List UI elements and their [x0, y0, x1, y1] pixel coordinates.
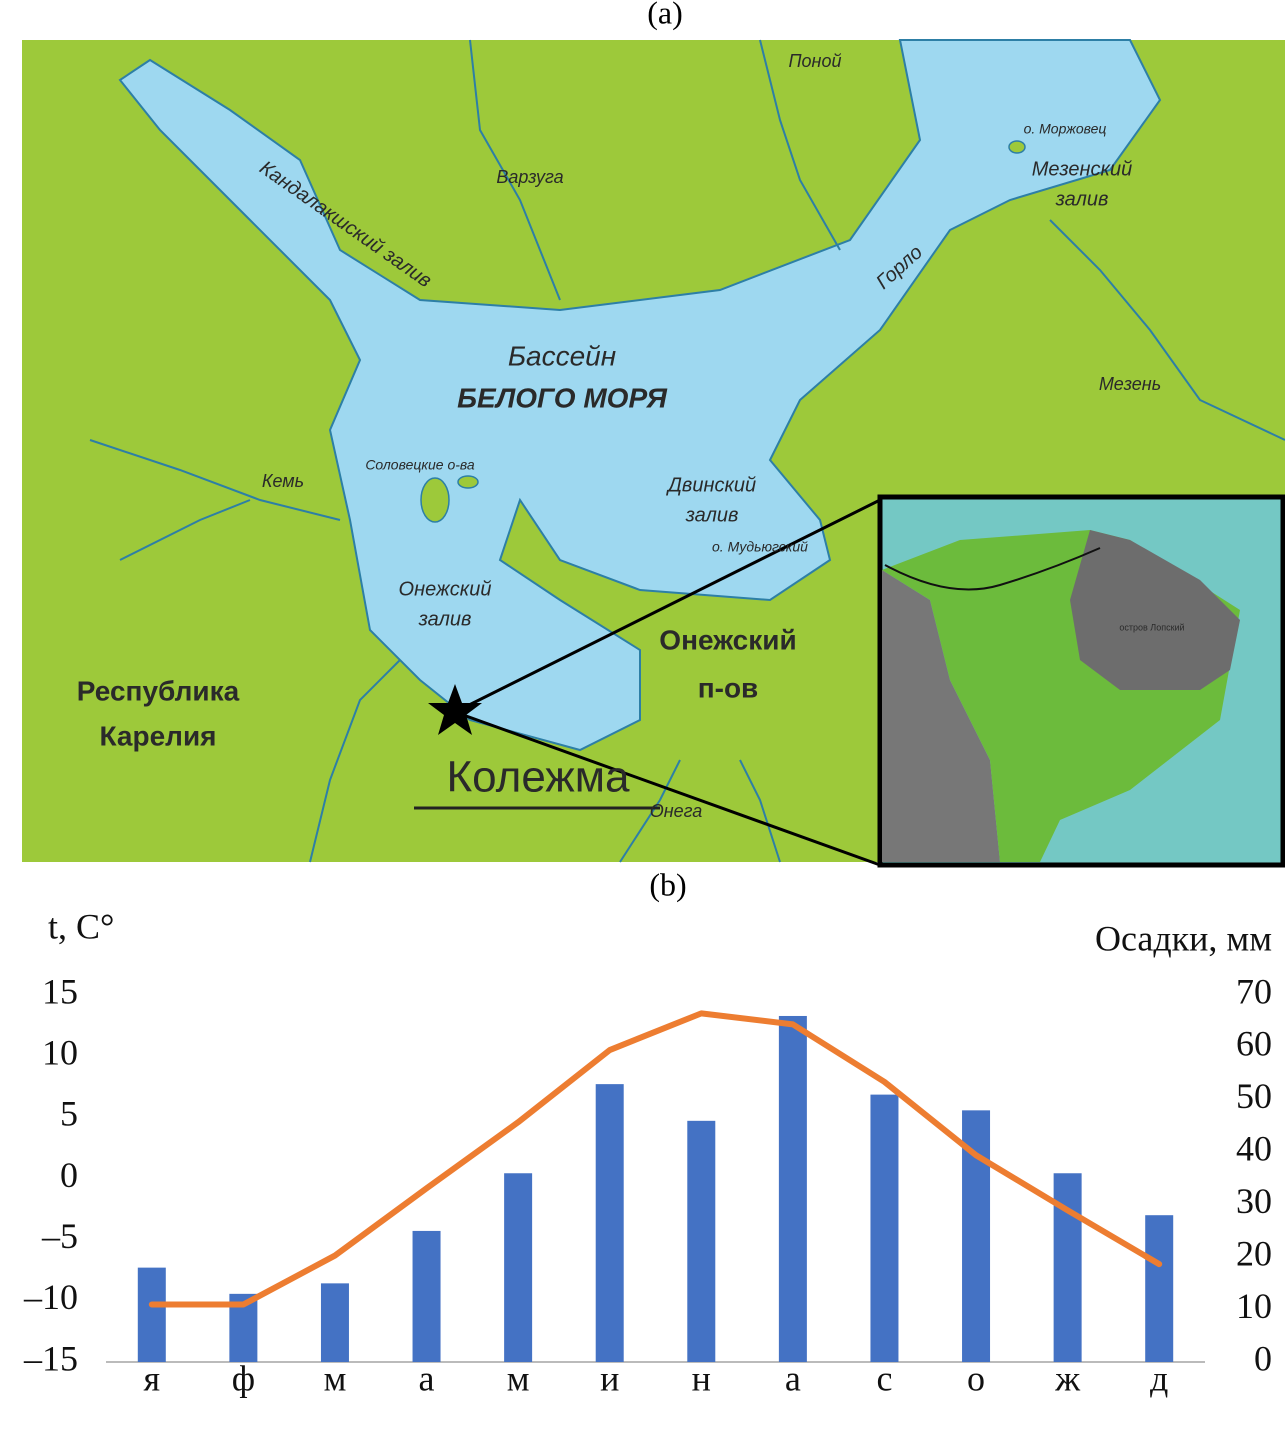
x-tick-label: д — [1150, 1358, 1168, 1398]
y-tick-label: –15 — [23, 1338, 78, 1378]
panel-label: (b) — [649, 866, 686, 902]
map-label: Поной — [789, 51, 842, 71]
panel-label: (a) — [647, 0, 683, 30]
y-axis-label: t, C° — [48, 906, 114, 946]
bar — [870, 1094, 899, 1362]
map-label: Варзуга — [496, 167, 563, 187]
map-label: Онежский — [399, 578, 492, 600]
map-label: Мезенский — [1032, 158, 1132, 180]
y2-tick-label: 10 — [1236, 1286, 1272, 1326]
map-label: о. Моржовец — [1024, 121, 1107, 137]
x-tick-label: а — [785, 1358, 801, 1398]
y2-tick-label: 0 — [1254, 1338, 1272, 1378]
map-label: остров Лопский — [1119, 622, 1184, 632]
x-tick-label: ж — [1054, 1358, 1081, 1398]
y-tick-label: 10 — [42, 1032, 78, 1072]
x-tick-label: м — [507, 1358, 530, 1398]
sea — [118, 39, 1162, 752]
connector — [454, 710, 881, 867]
x-tick-label: а — [419, 1358, 435, 1398]
y-tick-label: –10 — [23, 1277, 78, 1317]
y-tick-label: 0 — [60, 1155, 78, 1195]
map-label: залив — [418, 608, 472, 630]
y-tick-label: 5 — [60, 1094, 78, 1134]
y-tick-label: –5 — [41, 1216, 78, 1256]
y2-axis-label: Осадки, мм — [1095, 918, 1272, 958]
bar — [504, 1173, 533, 1362]
map-label: Бассейн — [508, 340, 616, 371]
chart: t, C° Осадки, мм –15 –10 –5 0 5 10 15 0 10 20 30 40… — [23, 906, 1272, 1398]
map-label: Кемь — [262, 471, 304, 491]
bar — [137, 1267, 166, 1362]
map-label: Соловецкие о-ва — [365, 457, 475, 473]
y2-tick-label: 70 — [1236, 971, 1272, 1011]
inset — [877, 494, 1285, 868]
bar — [412, 1230, 441, 1362]
x-tick-label: м — [324, 1358, 347, 1398]
x-tick-label: с — [876, 1358, 892, 1398]
x-tick-label: я — [144, 1358, 161, 1398]
y2-tick-label: 60 — [1236, 1024, 1272, 1064]
map-label: Карелия — [99, 720, 216, 751]
map-label: БЕЛОГО МОРЯ — [457, 382, 667, 413]
line — [148, 1010, 1163, 1308]
bar — [1145, 1215, 1174, 1362]
y2-tick-label: 40 — [1236, 1129, 1272, 1169]
map-label: Республика — [77, 675, 240, 706]
bar — [778, 1015, 807, 1362]
x-tick-label: и — [600, 1358, 619, 1398]
map-label: Двинский — [666, 474, 756, 496]
connector — [454, 498, 881, 714]
y2-tick-label: 20 — [1236, 1233, 1272, 1273]
bar — [595, 1084, 624, 1362]
map-label: Мезень — [1099, 374, 1161, 394]
bar — [687, 1120, 716, 1362]
x-tick-label: о — [967, 1358, 985, 1398]
bar — [320, 1283, 349, 1362]
islands — [420, 140, 1026, 523]
map-label: залив — [685, 504, 739, 526]
map-label: о. Мудьюгский — [712, 539, 808, 555]
x-tick-label: ф — [232, 1358, 255, 1398]
map-label: Колежма — [447, 753, 630, 802]
y2-tick-label: 50 — [1236, 1076, 1272, 1116]
map-label: Онежский — [659, 624, 796, 655]
x-tick-label: н — [692, 1358, 711, 1398]
y-tick-label: 15 — [42, 971, 78, 1011]
map-label: Онега — [650, 801, 703, 821]
map-label: залив — [1055, 188, 1109, 210]
y2-tick-label: 30 — [1236, 1181, 1272, 1221]
rivers — [89, 39, 1285, 863]
star-marker — [428, 684, 482, 735]
map-label: п-ов — [698, 672, 759, 703]
